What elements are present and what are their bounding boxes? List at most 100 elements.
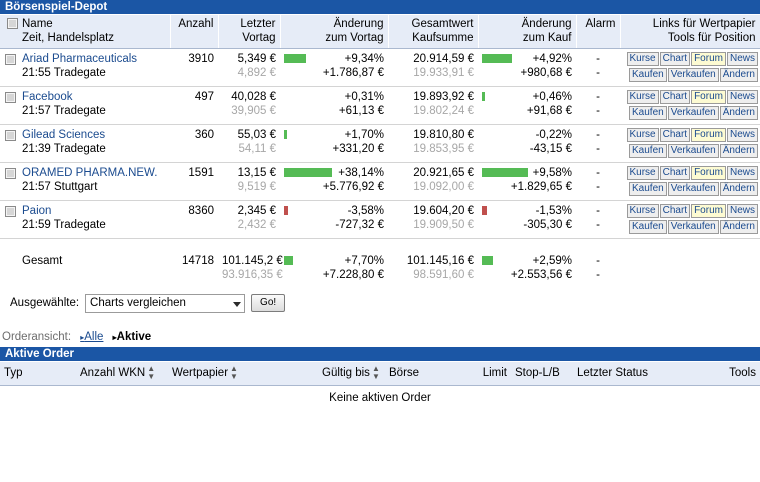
row-checkbox[interactable] (5, 54, 16, 65)
chevron-down-icon (233, 301, 242, 307)
tool-button-verkaufen[interactable]: Verkaufen (667, 68, 719, 82)
tool-button-ändern[interactable]: Ändern (719, 182, 758, 196)
link-button-news[interactable]: News (726, 166, 758, 180)
table-row[interactable]: Paion 21:59 Tradegate 8360 2,345 €2,432 € -… (0, 200, 760, 239)
row-change-day: -3,58% -727,32 € (280, 201, 388, 236)
row-change-day: +9,34% +1.786,87 € (280, 49, 388, 84)
orders-col-header-g-ltig-bis[interactable]: Gültig bis ▲ ▼ (318, 361, 385, 386)
row-prev-price: 9,519 € (237, 181, 276, 193)
table-row[interactable]: Facebook 21:57 Tradegate 497 40,028 €39,90… (0, 86, 760, 125)
row-checkbox[interactable] (5, 130, 16, 141)
sort-arrows-icon[interactable]: ▲ ▼ (147, 363, 156, 381)
tool-button-ändern[interactable]: Ändern (719, 106, 758, 120)
link-button-chart[interactable]: Chart (659, 166, 691, 180)
orders-col-header-anzahl-wkn[interactable]: Anzahl WKN ▲ ▼ (76, 361, 168, 386)
link-button-kurse[interactable]: Kurse (626, 204, 659, 218)
sort-arrows-icon[interactable]: ▲ ▼ (371, 363, 380, 381)
orders-col-header-label: Börse (389, 366, 420, 379)
row-change-day: +1,70% +331,20 € (280, 125, 388, 160)
go-button[interactable]: Go! (251, 294, 286, 312)
orderview-bar: Orderansicht: ▸Alle ▸Aktive (0, 319, 760, 347)
col-header-gesamtwert: Gesamtwert Kaufsumme (388, 15, 479, 49)
row-security-name[interactable]: Ariad Pharmaceuticals (22, 53, 138, 65)
row-change-day-pct: -3,58% (347, 205, 384, 217)
tool-button-ändern[interactable]: Ändern (719, 68, 758, 82)
sort-arrows-icon[interactable]: ▲ ▼ (230, 363, 238, 381)
link-button-forum[interactable]: Forum (691, 166, 726, 180)
total-select-cell (0, 251, 18, 286)
link-button-news[interactable]: News (726, 128, 758, 142)
row-total-value: 19.810,80 €19.853,95 € (388, 125, 478, 160)
row-checkbox[interactable] (5, 206, 16, 217)
row-select-cell (0, 48, 18, 87)
table-row[interactable]: ORAMED PHARMA.NEW. 21:57 Stuttgart 1591 13… (0, 162, 760, 201)
tool-button-kaufen[interactable]: Kaufen (629, 106, 667, 120)
orderview-link-aktive[interactable]: ▸Aktive (113, 331, 152, 343)
selection-dropdown-value: Charts vergleichen (90, 296, 186, 309)
total-anzahl: 14718 (182, 254, 214, 267)
orders-col-header-wertpapier[interactable]: Wertpapier ▲ ▼ (168, 361, 318, 386)
row-security-links: Kurse Chart Forum News (620, 87, 760, 105)
link-button-news[interactable]: News (726, 90, 758, 104)
tool-button-ändern[interactable]: Ändern (719, 220, 758, 234)
row-position-tools: Kaufen Verkaufen Ändern (620, 105, 760, 124)
row-security-name[interactable]: Paion (22, 205, 52, 217)
row-checkbox[interactable] (5, 92, 16, 103)
row-checkbox[interactable] (5, 168, 16, 179)
row-security-name[interactable]: Facebook (22, 91, 73, 103)
total-row: Gesamt 14718 101.145,2 €93.916,35 € +7,70% +… (0, 251, 760, 286)
tool-button-ändern[interactable]: Ändern (719, 144, 758, 158)
tool-button-verkaufen[interactable]: Verkaufen (667, 220, 719, 234)
link-button-news[interactable]: News (726, 204, 758, 218)
selection-dropdown[interactable]: Charts vergleichen (85, 293, 246, 313)
link-button-forum[interactable]: Forum (691, 52, 726, 66)
change-bar-up (482, 54, 512, 63)
tool-button-kaufen[interactable]: Kaufen (629, 144, 667, 158)
tool-button-verkaufen[interactable]: Verkaufen (667, 144, 719, 158)
col-header-anzahl-line1: Anzahl (178, 18, 214, 30)
change-bar-wrap (284, 130, 287, 139)
row-name-cell: Ariad Pharmaceuticals 21:55 Tradegate (18, 49, 170, 84)
table-row[interactable]: Ariad Pharmaceuticals 21:55 Tradegate 3910… (0, 48, 760, 87)
row-time-place: 21:57 Tradegate (22, 105, 106, 117)
change-bar-up (482, 92, 485, 101)
total-alarm-2: - (596, 268, 600, 281)
link-button-forum[interactable]: Forum (691, 90, 726, 104)
link-button-news[interactable]: News (726, 52, 758, 66)
link-button-forum[interactable]: Forum (691, 128, 726, 142)
tool-button-kaufen[interactable]: Kaufen (629, 68, 667, 82)
link-button-forum[interactable]: Forum (691, 204, 726, 218)
orders-col-header-limit: Limit (461, 361, 511, 386)
col-header-alarm: Alarm (576, 15, 621, 49)
link-button-chart[interactable]: Chart (659, 128, 691, 142)
link-button-kurse[interactable]: Kurse (626, 90, 659, 104)
row-anzahl: 3910 (188, 53, 214, 65)
link-button-kurse[interactable]: Kurse (626, 128, 659, 142)
row-security-name[interactable]: ORAMED PHARMA.NEW. (22, 167, 158, 179)
tool-button-kaufen[interactable]: Kaufen (629, 220, 667, 234)
tool-button-verkaufen[interactable]: Verkaufen (667, 106, 719, 120)
link-button-kurse[interactable]: Kurse (626, 166, 659, 180)
total-prev: 93.916,35 € (222, 268, 283, 281)
select-all-checkbox[interactable] (7, 18, 18, 29)
orderview-link-alle[interactable]: ▸Alle (80, 331, 103, 343)
row-change-buy-abs: -305,30 € (523, 219, 572, 231)
tool-button-verkaufen[interactable]: Verkaufen (667, 182, 719, 196)
row-name-cell: ORAMED PHARMA.NEW. 21:57 Stuttgart (18, 163, 170, 198)
row-prev-price: 39,905 € (231, 105, 276, 117)
row-select-cell (0, 162, 18, 201)
row-prev-price: 2,432 € (237, 219, 276, 231)
row-security-name[interactable]: Gilead Sciences (22, 129, 106, 141)
table-row[interactable]: Gilead Sciences 21:39 Tradegate 360 55,03 … (0, 124, 760, 163)
row-change-buy-pct: +9,58% (532, 167, 572, 179)
link-button-kurse[interactable]: Kurse (626, 52, 659, 66)
orders-empty-text: Keine aktiven Order (329, 391, 431, 404)
link-button-chart[interactable]: Chart (659, 204, 691, 218)
row-total-value: 20.921,65 €19.092,00 € (388, 163, 478, 198)
link-button-chart[interactable]: Chart (659, 90, 691, 104)
link-button-chart[interactable]: Chart (659, 52, 691, 66)
tool-button-kaufen[interactable]: Kaufen (629, 182, 667, 196)
col-header-aenderung-kauf: Änderung zum Kauf (478, 15, 577, 49)
row-last-price: 2,345 €2,432 € (218, 201, 280, 236)
row-anzahl: 497 (194, 91, 214, 103)
